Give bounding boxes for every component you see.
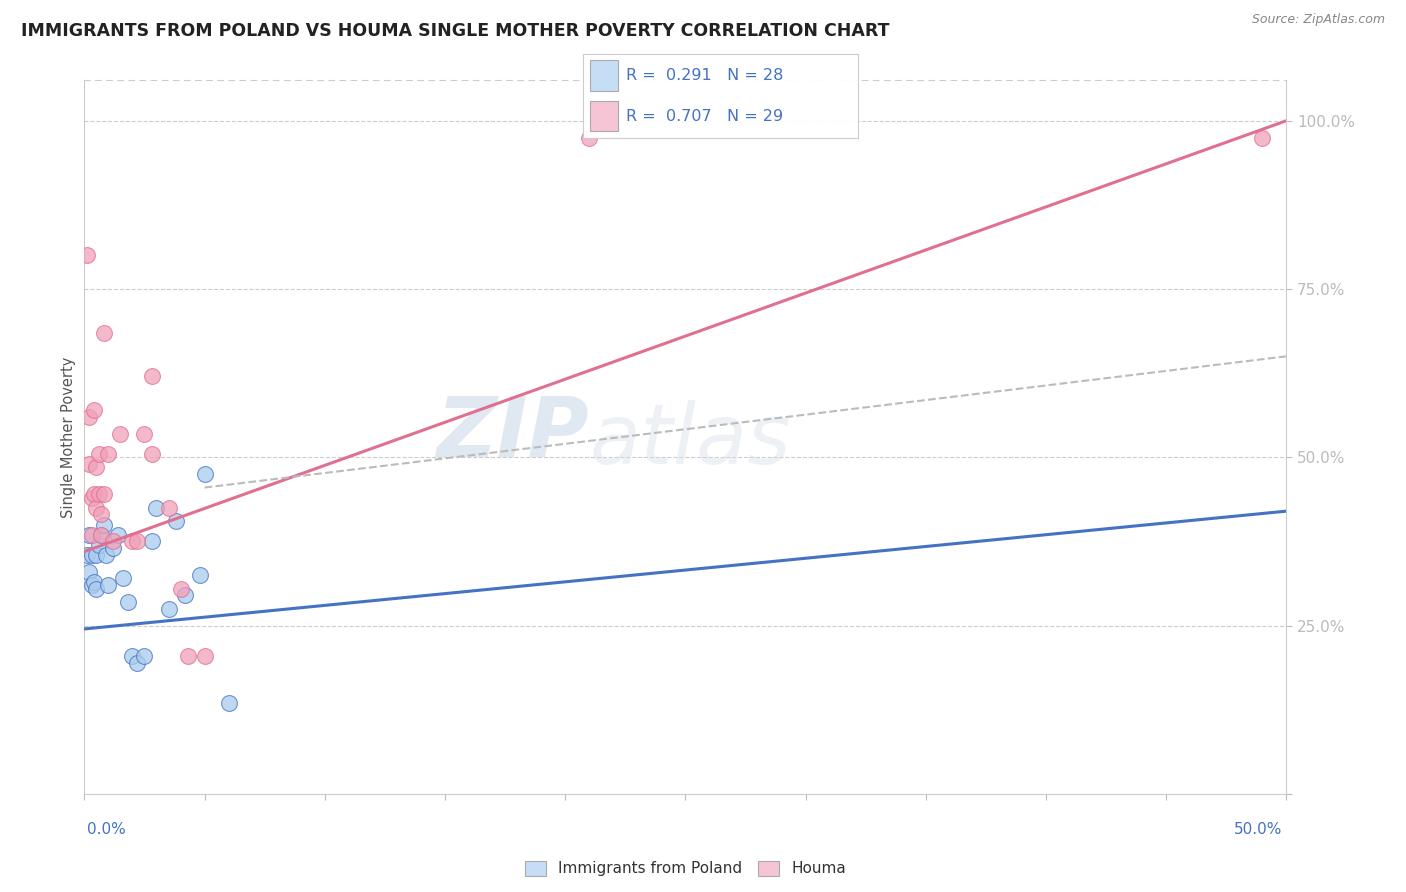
Point — [83, 487, 105, 501]
Point — [93, 487, 115, 501]
Point — [76, 248, 98, 262]
Point — [218, 696, 240, 710]
Point — [87, 538, 110, 552]
Text: R =  0.291   N = 28: R = 0.291 N = 28 — [626, 68, 783, 83]
Point — [107, 527, 129, 541]
Point — [111, 571, 134, 585]
Point — [86, 460, 108, 475]
Point — [80, 527, 103, 541]
Point — [77, 527, 100, 541]
Point — [77, 409, 100, 424]
Point — [177, 648, 200, 663]
Y-axis label: Single Mother Poverty: Single Mother Poverty — [60, 357, 76, 517]
Point — [134, 426, 156, 441]
Point — [86, 548, 108, 562]
Point — [86, 582, 108, 596]
Point — [174, 588, 197, 602]
Point — [194, 467, 217, 482]
Text: R =  0.707   N = 29: R = 0.707 N = 29 — [626, 109, 783, 124]
Point — [87, 447, 110, 461]
Point — [157, 601, 180, 615]
Point — [83, 403, 105, 417]
Point — [103, 541, 125, 556]
Point — [121, 648, 143, 663]
Point — [90, 508, 112, 522]
Bar — [591, 61, 617, 91]
Point — [194, 648, 217, 663]
Point — [141, 447, 163, 461]
Point — [127, 534, 149, 549]
Point — [157, 500, 180, 515]
Point — [77, 565, 100, 579]
Point — [127, 656, 149, 670]
Point — [80, 491, 103, 505]
Point — [121, 534, 143, 549]
Point — [141, 369, 163, 384]
Point — [83, 574, 105, 589]
Point — [80, 578, 103, 592]
Point — [169, 582, 191, 596]
Point — [90, 527, 112, 541]
Point — [76, 548, 98, 562]
Point — [77, 457, 100, 471]
Point — [134, 648, 156, 663]
Text: ZIP: ZIP — [437, 393, 589, 474]
Point — [80, 548, 103, 562]
Point — [90, 527, 112, 541]
Text: atlas: atlas — [589, 401, 792, 481]
Point — [86, 500, 108, 515]
Text: Source: ZipAtlas.com: Source: ZipAtlas.com — [1251, 13, 1385, 27]
Point — [145, 500, 167, 515]
Point — [141, 534, 163, 549]
Text: IMMIGRANTS FROM POLAND VS HOUMA SINGLE MOTHER POVERTY CORRELATION CHART: IMMIGRANTS FROM POLAND VS HOUMA SINGLE M… — [21, 22, 890, 40]
Point — [1251, 130, 1274, 145]
Point — [97, 447, 120, 461]
Point — [93, 326, 115, 340]
Point — [87, 487, 110, 501]
Point — [103, 534, 125, 549]
Bar — [591, 101, 617, 131]
Point — [117, 595, 139, 609]
Point — [188, 568, 211, 582]
Point — [94, 548, 117, 562]
Legend: Immigrants from Poland, Houma: Immigrants from Poland, Houma — [519, 855, 852, 882]
Text: 50.0%: 50.0% — [1234, 822, 1282, 837]
Point — [110, 426, 132, 441]
Point — [578, 130, 600, 145]
Point — [97, 578, 120, 592]
Point — [165, 514, 187, 528]
Text: 0.0%: 0.0% — [87, 822, 127, 837]
Point — [93, 517, 115, 532]
